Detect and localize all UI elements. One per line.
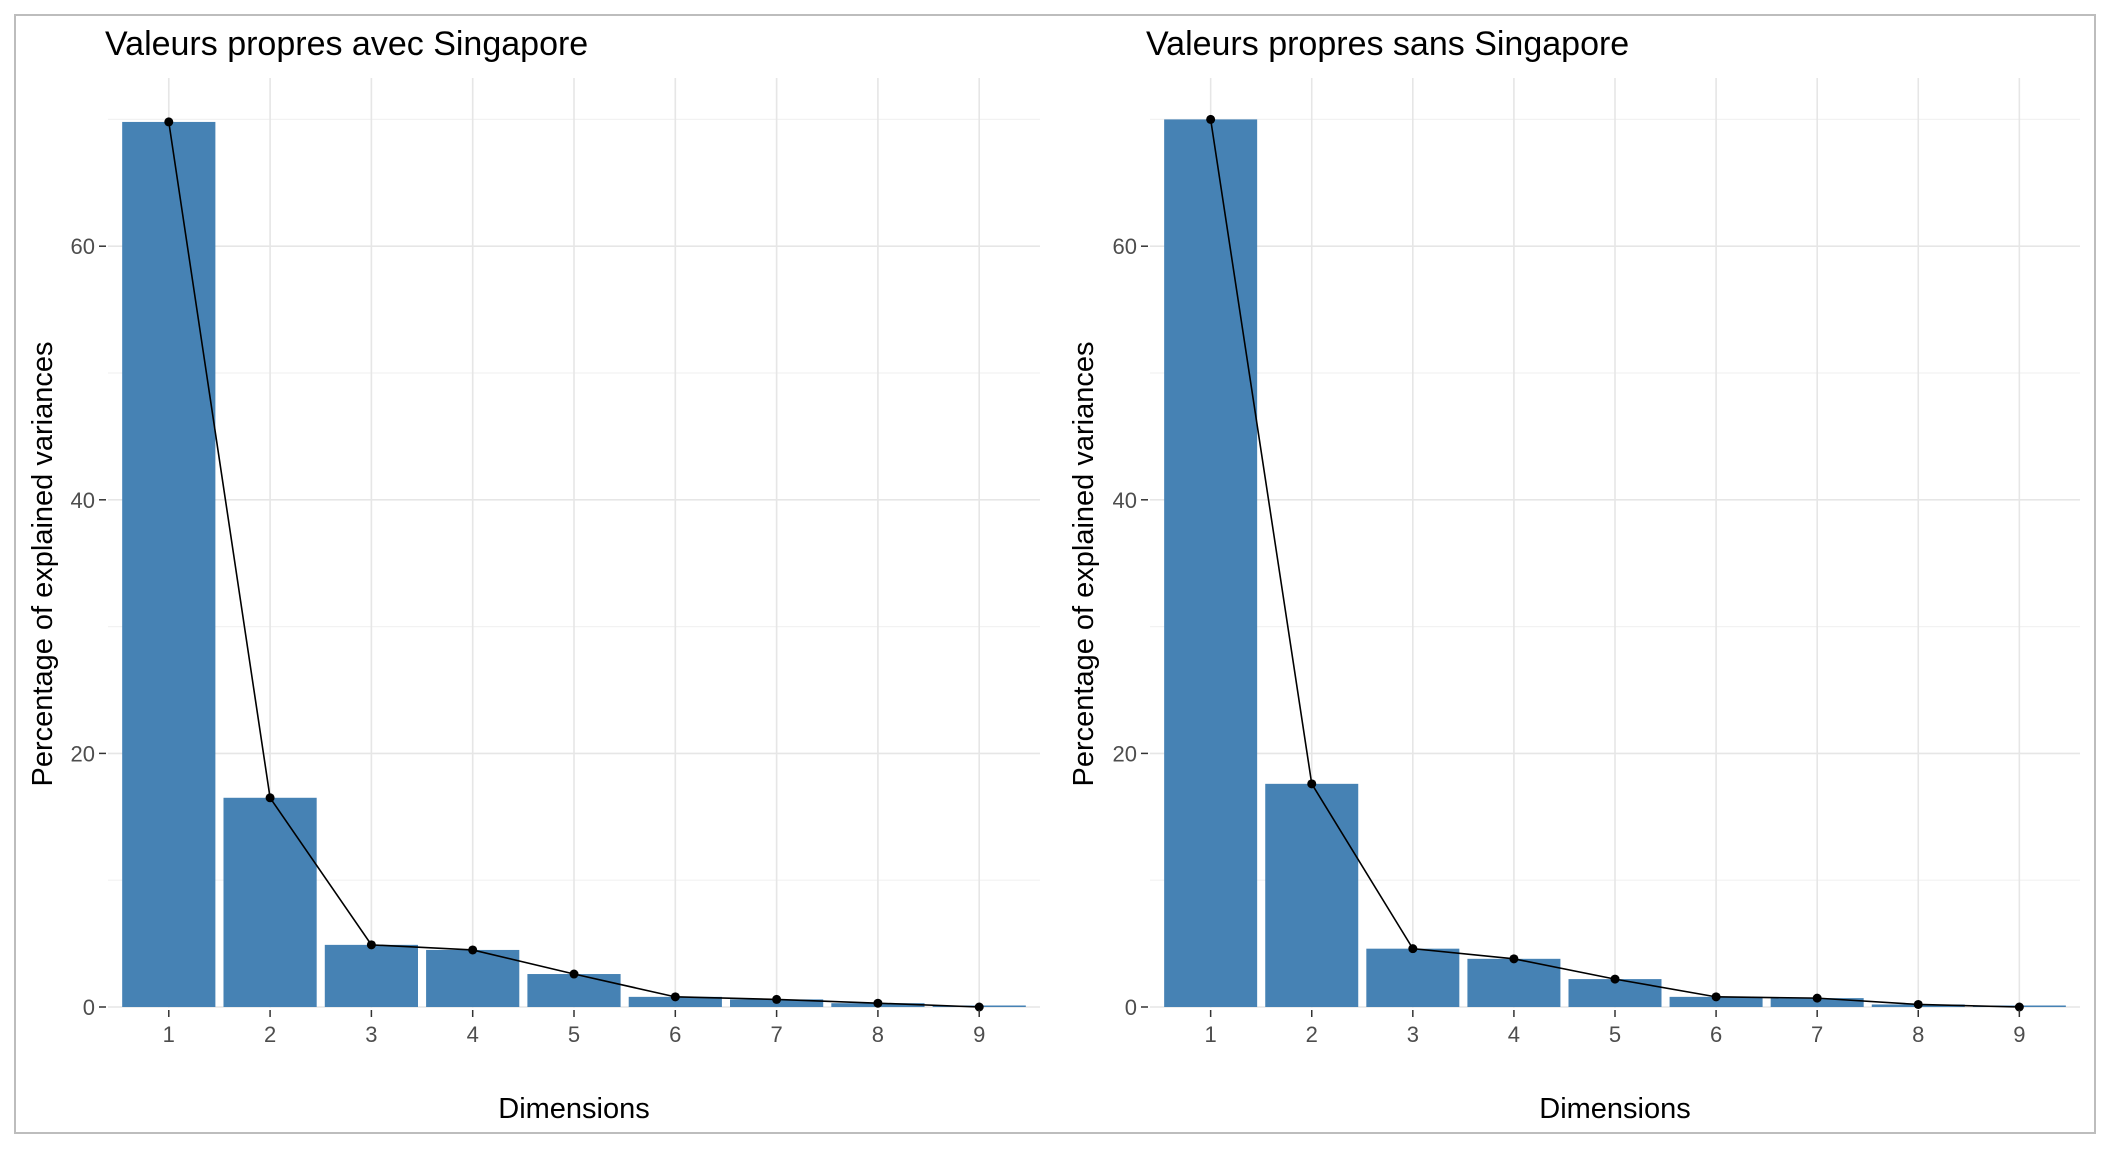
bar — [527, 974, 621, 1007]
bar — [1467, 958, 1561, 1007]
x-tick-label: 2 — [264, 1022, 276, 1047]
data-point — [1408, 944, 1418, 954]
y-axis-label: Percentage of explained variances — [27, 342, 59, 787]
x-tick-label: 5 — [568, 1022, 580, 1047]
x-tick-label: 7 — [770, 1022, 782, 1047]
x-tick-label: 3 — [1407, 1022, 1419, 1047]
bars — [122, 121, 1026, 1008]
data-point — [873, 998, 883, 1008]
data-point — [265, 793, 275, 803]
x-tick-label: 3 — [365, 1022, 377, 1047]
x-tick-label: 4 — [467, 1022, 479, 1047]
x-tick-label: 6 — [669, 1022, 681, 1047]
bar — [223, 797, 317, 1007]
x-tick-label: 6 — [1710, 1022, 1722, 1047]
data-point — [1812, 993, 1822, 1003]
tick-labels: 0 20 40 60 1 2 3 4 5 6 7 8 9 — [1113, 234, 2026, 1047]
y-tick-label: 40 — [1113, 488, 1137, 513]
x-tick-label: 1 — [1205, 1022, 1217, 1047]
data-point — [772, 994, 782, 1004]
bar — [324, 944, 418, 1007]
bar — [1164, 119, 1258, 1007]
data-point — [1610, 974, 1620, 984]
y-tick-label: 20 — [71, 741, 95, 766]
x-axis-label: Dimensions — [498, 1093, 650, 1125]
bar — [122, 121, 216, 1008]
chart-panel-with-singapore: Valeurs propres avec Singapore Percentag… — [27, 25, 1040, 1125]
chart-title: Valeurs propres avec Singapore — [105, 25, 588, 63]
x-tick-label: 4 — [1508, 1022, 1520, 1047]
data-point — [1206, 114, 1216, 124]
y-tick-label: 40 — [71, 488, 95, 513]
y-tick-label: 0 — [1125, 995, 1137, 1020]
y-tick-label: 0 — [83, 995, 95, 1020]
x-tick-label: 9 — [2013, 1022, 2025, 1047]
bars — [1164, 119, 2066, 1007]
data-point — [1913, 999, 1923, 1009]
x-tick-label: 8 — [1912, 1022, 1924, 1047]
y-tick-label: 60 — [71, 234, 95, 259]
x-tick-label: 1 — [163, 1022, 175, 1047]
x-tick-label: 2 — [1306, 1022, 1318, 1047]
y-tick-label: 60 — [1113, 234, 1137, 259]
bar — [628, 996, 722, 1007]
data-point — [468, 945, 478, 955]
x-axis-label: Dimensions — [1539, 1093, 1691, 1125]
y-axis-label: Percentage of explained variances — [1068, 342, 1100, 787]
x-tick-label: 9 — [973, 1022, 985, 1047]
data-point — [670, 992, 680, 1002]
y-tick-label: 20 — [1113, 741, 1137, 766]
x-tick-label: 8 — [872, 1022, 884, 1047]
data-point — [1307, 779, 1317, 789]
data-point — [164, 117, 174, 127]
chart-title: Valeurs propres sans Singapore — [1146, 25, 1629, 63]
x-tick-label: 7 — [1811, 1022, 1823, 1047]
bar — [426, 949, 520, 1007]
data-point — [366, 940, 376, 950]
x-tick-label: 5 — [1609, 1022, 1621, 1047]
line-overlay — [164, 117, 984, 1012]
data-point — [1509, 954, 1519, 964]
data-point — [974, 1002, 984, 1012]
bar — [1366, 948, 1460, 1007]
tick-labels: 0 20 40 60 1 2 3 4 5 6 7 8 9 — [71, 234, 986, 1047]
data-point — [569, 969, 579, 979]
bar — [1669, 996, 1763, 1007]
bar — [1265, 783, 1359, 1007]
data-point — [1711, 992, 1721, 1002]
data-point — [2014, 1002, 2024, 1012]
line-overlay — [1206, 114, 2024, 1012]
chart-panel-without-singapore: Valeurs propres sans Singapore Percentag… — [1068, 25, 2080, 1125]
